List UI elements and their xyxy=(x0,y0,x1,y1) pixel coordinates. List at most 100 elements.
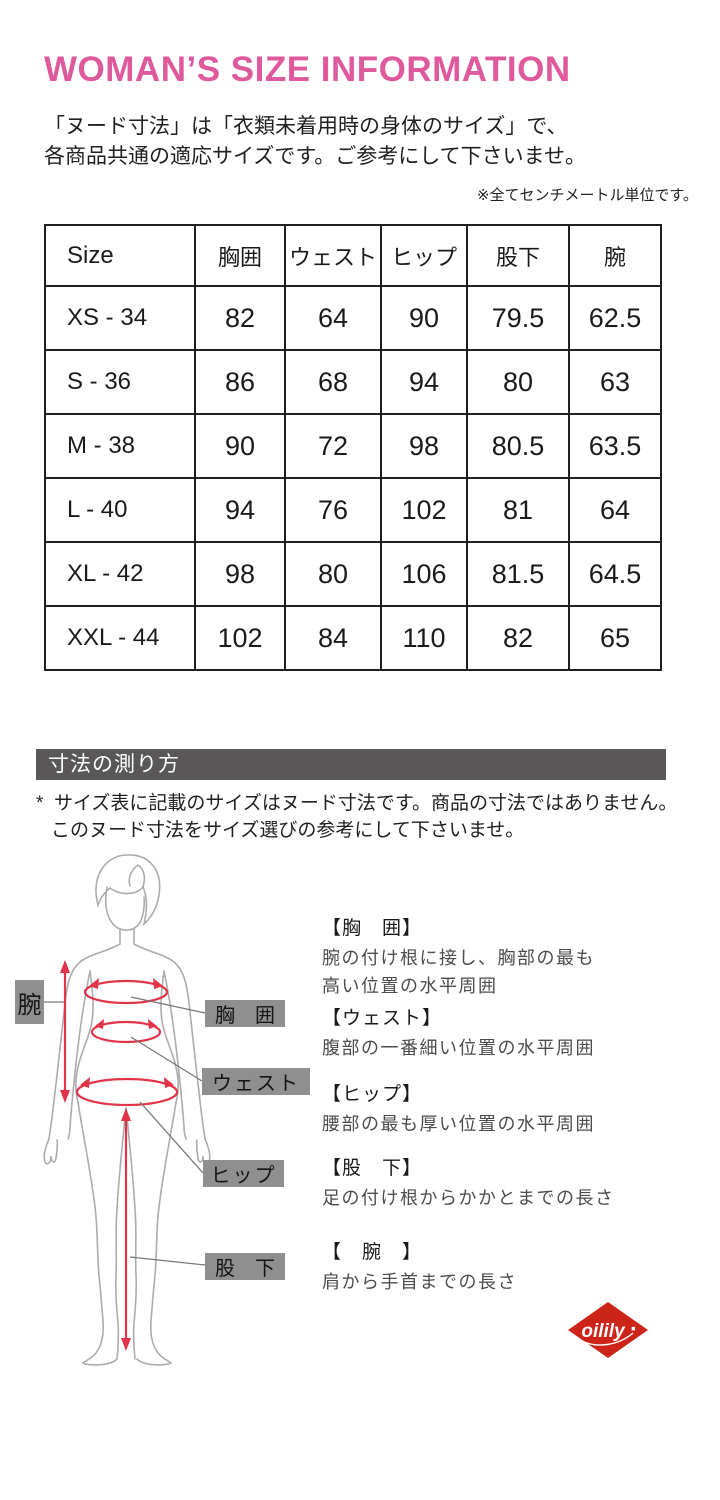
table-row-m: M - 38 90 72 98 80.5 63.5 xyxy=(44,413,662,479)
hip-cell: 98 xyxy=(380,413,468,479)
col-header-bust: 胸囲 xyxy=(194,224,286,287)
hip-leader-line xyxy=(139,1101,204,1174)
size-cell: L - 40 xyxy=(44,477,196,543)
intro-line-2: 各商品共通の適応サイズです。ご参考にして下さいませ。 xyxy=(44,145,587,168)
hip-cell: 106 xyxy=(380,541,468,607)
measuring-note-text-1: サイズ表に記載のサイズはヌード寸法です。商品の寸法ではありません。 xyxy=(54,793,678,814)
inseam-description-heading: 【股 下】 xyxy=(322,1158,423,1179)
bust-label: 胸 囲 xyxy=(205,1000,285,1027)
waist-cell: 76 xyxy=(284,477,382,543)
left-leg-outer xyxy=(77,1101,105,1364)
right-hand xyxy=(195,1138,211,1165)
size-cell: XL - 42 xyxy=(44,541,196,607)
woman-body-diagram xyxy=(43,854,211,1366)
right-arm-outer xyxy=(133,943,206,1140)
asterisk: * xyxy=(36,793,44,814)
left-arm-inner xyxy=(67,970,91,1140)
size-table: Size 胸囲 ウェスト ヒップ 股下 腕 XS - 34 82 64 90 7… xyxy=(44,224,662,671)
intro-line-1: 「ヌード寸法」は「衣類未着用時の身体のサイズ」で、 xyxy=(44,115,568,138)
table-row-xs: XS - 34 82 64 90 79.5 62.5 xyxy=(44,285,662,351)
bust-cell: 102 xyxy=(194,605,286,671)
arm-description-heading: 【 腕 】 xyxy=(322,1242,423,1263)
left-leg-inner xyxy=(114,1107,127,1360)
inseam-arrowhead-down xyxy=(121,1338,131,1351)
table-row-l: L - 40 94 76 102 81 64 xyxy=(44,477,662,543)
logo-dot: · xyxy=(630,1316,638,1343)
hip-label: ヒップ xyxy=(203,1160,284,1187)
waist-arrowhead-left xyxy=(95,1019,104,1029)
table-row-xl: XL - 42 98 80 106 81.5 64.5 xyxy=(44,541,662,607)
waist-cell: 80 xyxy=(284,541,382,607)
arm-label: 腕 xyxy=(15,980,44,1024)
waist-cell: 84 xyxy=(284,605,382,671)
table-row-s: S - 36 86 68 94 80 63 xyxy=(44,349,662,415)
hip-cell: 102 xyxy=(380,477,468,543)
arm-cell: 62.5 xyxy=(568,285,662,351)
inseam-leader-line xyxy=(129,1256,206,1266)
col-header-inseam: 股下 xyxy=(466,224,570,287)
hip-arrowhead-left xyxy=(80,1077,90,1088)
left-foot xyxy=(82,1358,118,1366)
arm-arrowhead-down xyxy=(60,1090,70,1103)
bust-cell: 86 xyxy=(194,349,286,415)
inseam-label: 股 下 xyxy=(205,1253,285,1280)
bust-description-line: 高い位置の水平周囲 xyxy=(322,976,498,996)
bust-measure-ellipse xyxy=(83,979,169,1005)
hair-outline xyxy=(95,854,161,927)
logo-swoosh xyxy=(581,1332,634,1346)
intro-paragraph: 「ヌード寸法」は「衣類未着用時の身体のサイズ」で、 各商品共通の適応サイズです。… xyxy=(44,112,586,172)
measuring-note-line-1: * サイズ表に記載のサイズはヌード寸法です。商品の寸法ではありません。 xyxy=(36,790,677,817)
arm-cell: 64 xyxy=(568,477,662,543)
inseam-cell: 79.5 xyxy=(466,285,570,351)
waist-description-line: 腹部の一番細い位置の水平周囲 xyxy=(322,1038,595,1058)
waist-description-heading: 【ウェスト】 xyxy=(322,1008,443,1029)
measurement-arrowheads xyxy=(60,960,174,1351)
arm-arrowhead-up xyxy=(60,960,70,973)
arm-cell: 63 xyxy=(568,349,662,415)
right-arm-inner xyxy=(163,970,187,1140)
unit-note: ※全てセンチメートル単位です。 xyxy=(476,187,698,204)
inseam-description-line: 足の付け根からかかとまでの長さ xyxy=(322,1188,615,1208)
leader-lines xyxy=(44,996,206,1266)
bust-description-line: 腕の付け根に接し、胸部の最も xyxy=(322,948,595,968)
arm-cell: 64.5 xyxy=(568,541,662,607)
waist-label: ウェスト xyxy=(202,1068,310,1095)
waist-description: 【ウェスト】 腹部の一番細い位置の水平周囲 xyxy=(322,1006,692,1060)
waist-measure-ellipse xyxy=(90,1020,162,1044)
bust-arrowhead-right xyxy=(153,978,163,989)
col-header-waist: ウェスト xyxy=(284,224,382,287)
arm-description-line: 肩から手首までの長さ xyxy=(322,1272,517,1292)
measuring-note-line-2: このヌード寸法をサイズ選びの参考にして下さいませ。 xyxy=(51,820,525,841)
measuring-note: * サイズ表に記載のサイズはヌード寸法です。商品の寸法ではありません。 このヌード… xyxy=(36,790,677,844)
right-leg-inner xyxy=(125,1107,138,1360)
page-title: WOMAN’S SIZE INFORMATION xyxy=(44,50,571,89)
waist-cell: 64 xyxy=(284,285,382,351)
hip-arrowhead-right xyxy=(164,1077,174,1088)
waist-cell: 68 xyxy=(284,349,382,415)
bust-cell: 94 xyxy=(194,477,286,543)
size-table-header-row: Size 胸囲 ウェスト ヒップ 股下 腕 xyxy=(44,224,662,287)
hair-swoosh xyxy=(128,864,146,888)
col-header-arm: 腕 xyxy=(568,224,662,287)
bust-leader-line xyxy=(130,996,206,1014)
arm-cell: 65 xyxy=(568,605,662,671)
size-cell: M - 38 xyxy=(44,413,196,479)
size-cell: XXL - 44 xyxy=(44,605,196,671)
measurement-marks xyxy=(63,971,179,1340)
waist-leader-line xyxy=(130,1036,203,1082)
hip-cell: 94 xyxy=(380,349,468,415)
inseam-cell: 82 xyxy=(466,605,570,671)
arm-cell: 63.5 xyxy=(568,413,662,479)
bust-cell: 82 xyxy=(194,285,286,351)
bust-cell: 90 xyxy=(194,413,286,479)
inseam-cell: 80 xyxy=(466,349,570,415)
oilily-logo: oilily · xyxy=(568,1302,648,1358)
bust-description-heading: 【胸 囲】 xyxy=(322,918,423,939)
hip-description-heading: 【ヒップ】 xyxy=(322,1084,423,1105)
size-cell: XS - 34 xyxy=(44,285,196,351)
size-cell: S - 36 xyxy=(44,349,196,415)
right-foot xyxy=(136,1358,172,1366)
inseam-description: 【股 下】 足の付け根からかかとまでの長さ xyxy=(322,1156,692,1210)
col-header-size: Size xyxy=(44,224,196,287)
